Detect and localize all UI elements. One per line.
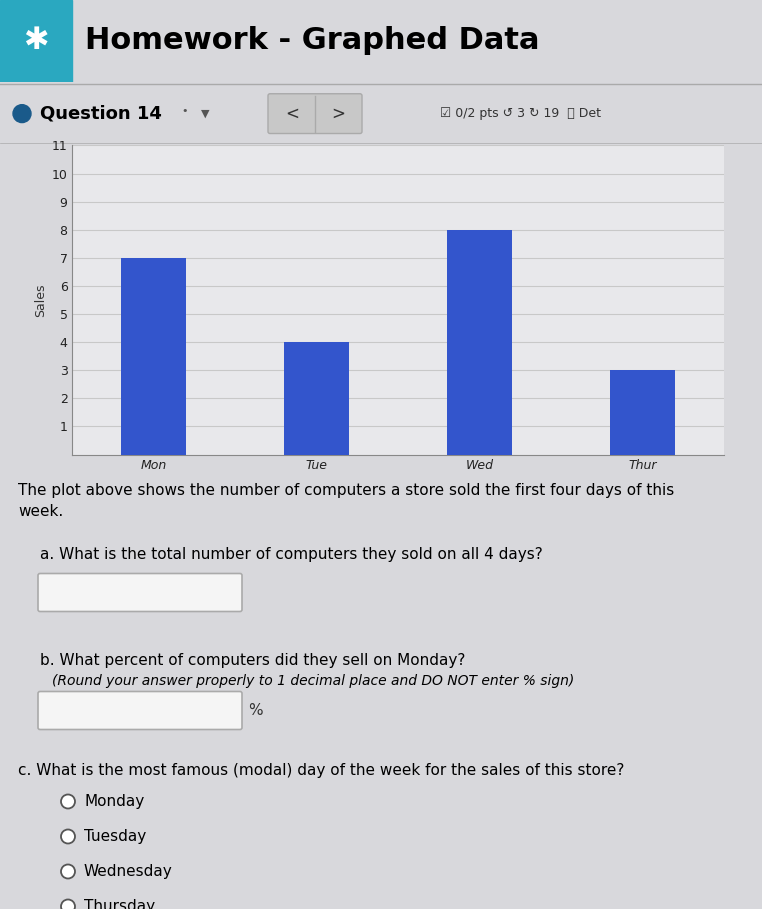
Text: Homework - Graphed Data: Homework - Graphed Data [85,26,539,55]
Text: Monday: Monday [84,794,144,809]
Text: >: > [331,105,345,123]
Text: b. What percent of computers did they sell on Monday?: b. What percent of computers did they se… [40,653,466,667]
Text: ▼: ▼ [200,108,210,119]
Text: a. What is the total number of computers they sold on all 4 days?: a. What is the total number of computers… [40,546,543,562]
Circle shape [61,900,75,909]
Text: ☑ 0/2 pts ↺ 3 ↻ 19  ⓘ Det: ☑ 0/2 pts ↺ 3 ↻ 19 ⓘ Det [440,107,601,120]
Text: ✱: ✱ [24,26,49,55]
Bar [0,0,72,82]
Text: Tuesday: Tuesday [84,829,146,844]
Text: c. What is the most famous (modal) day of the week for the sales of this store?: c. What is the most famous (modal) day o… [18,763,624,777]
Bar [610,370,675,454]
Text: The plot above shows the number of computers a store sold the first four days of: The plot above shows the number of compu… [18,483,674,497]
Text: week.: week. [18,504,63,520]
Text: •: • [182,105,188,115]
Text: %: % [248,703,263,718]
Circle shape [61,830,75,844]
Text: (Round your answer properly to 1 decimal place and DO NOT enter % sign): (Round your answer properly to 1 decimal… [52,674,575,688]
Text: Thursday: Thursday [84,899,155,909]
FancyBboxPatch shape [268,94,362,134]
Text: Wednesday: Wednesday [84,864,173,879]
Bar [447,230,512,454]
Circle shape [61,864,75,878]
FancyBboxPatch shape [38,692,242,730]
Circle shape [13,105,31,123]
Bar [284,342,349,454]
FancyBboxPatch shape [38,574,242,612]
Text: <: < [285,105,299,123]
Bar [121,258,187,454]
Circle shape [61,794,75,808]
Y-axis label: Sales: Sales [34,284,47,316]
Text: Question 14: Question 14 [40,105,162,123]
